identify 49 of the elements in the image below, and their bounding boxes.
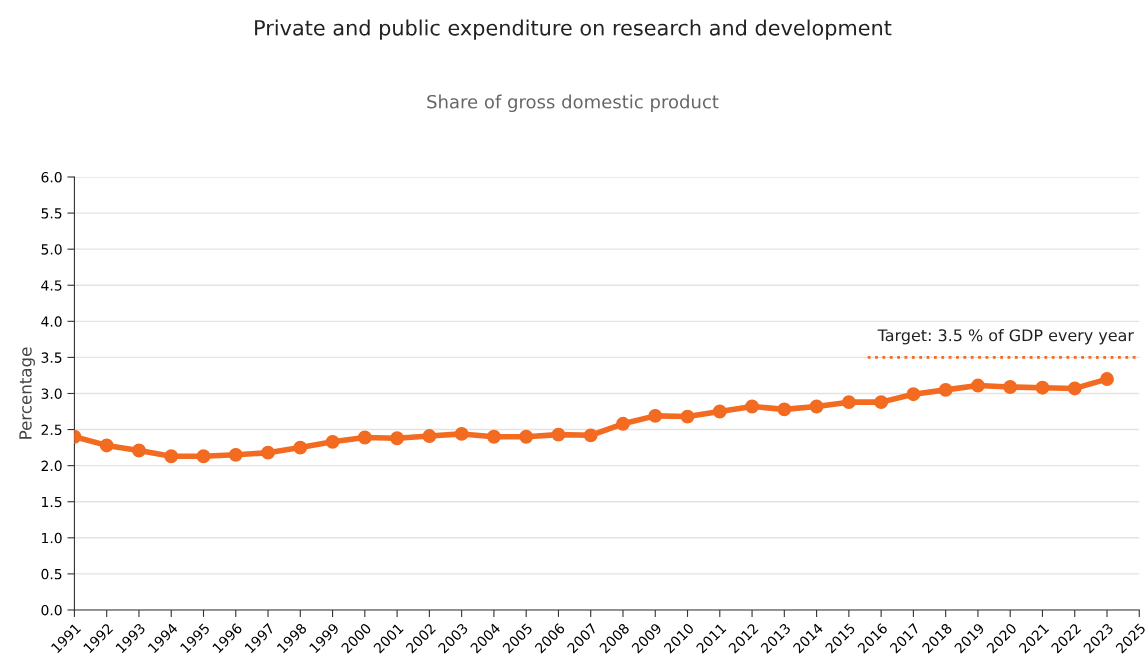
point (1100, 372, 1114, 386)
point (1067, 381, 1082, 396)
y-tick-label: 5.5 (41, 208, 62, 219)
point (390, 431, 405, 446)
point (906, 387, 921, 402)
chart-title: Private and public expenditure on research and development (255, 19, 892, 40)
point (583, 428, 598, 443)
point (422, 429, 437, 444)
point (228, 447, 243, 462)
point (99, 438, 114, 453)
y-tick-label: 3.5 (41, 352, 62, 363)
point (454, 426, 469, 441)
point (874, 395, 889, 410)
point (712, 404, 727, 419)
point (196, 449, 211, 464)
point (680, 409, 695, 424)
y-tick-label: 3.0 (41, 388, 62, 399)
y-tick-label: 5.0 (41, 244, 62, 255)
point (938, 382, 953, 397)
point (1035, 380, 1050, 395)
point (261, 445, 275, 460)
point (777, 402, 792, 417)
point (519, 429, 534, 444)
chart-subtitle: Share of gross domestic product (427, 94, 719, 113)
point (551, 427, 566, 442)
y-tick-label: 2.0 (41, 460, 62, 472)
y-tick-label: 4.5 (41, 280, 62, 291)
point (325, 434, 340, 449)
point (745, 399, 760, 414)
point (293, 440, 308, 455)
y-tick-label: 0.5 (41, 568, 62, 580)
point (970, 378, 985, 393)
y-tick-label: 4.0 (41, 316, 62, 327)
y-tick-label: 1.5 (42, 496, 62, 508)
point (164, 449, 179, 464)
y-tick-label: 2.5 (41, 424, 62, 436)
point (616, 416, 630, 431)
y-tick-label: 6.0 (41, 171, 62, 183)
point (809, 399, 824, 414)
y-tick-label: 0.0 (41, 604, 62, 616)
y-axis-title: Percentage (19, 347, 35, 439)
point (1003, 380, 1018, 394)
point (357, 430, 372, 445)
point (841, 395, 856, 410)
ref-line-label: Target: 3.5 % of GDP every year (877, 328, 1134, 345)
y-tick-label: 1.0 (42, 532, 62, 544)
point (132, 443, 146, 458)
point (486, 429, 501, 444)
point (648, 408, 663, 423)
